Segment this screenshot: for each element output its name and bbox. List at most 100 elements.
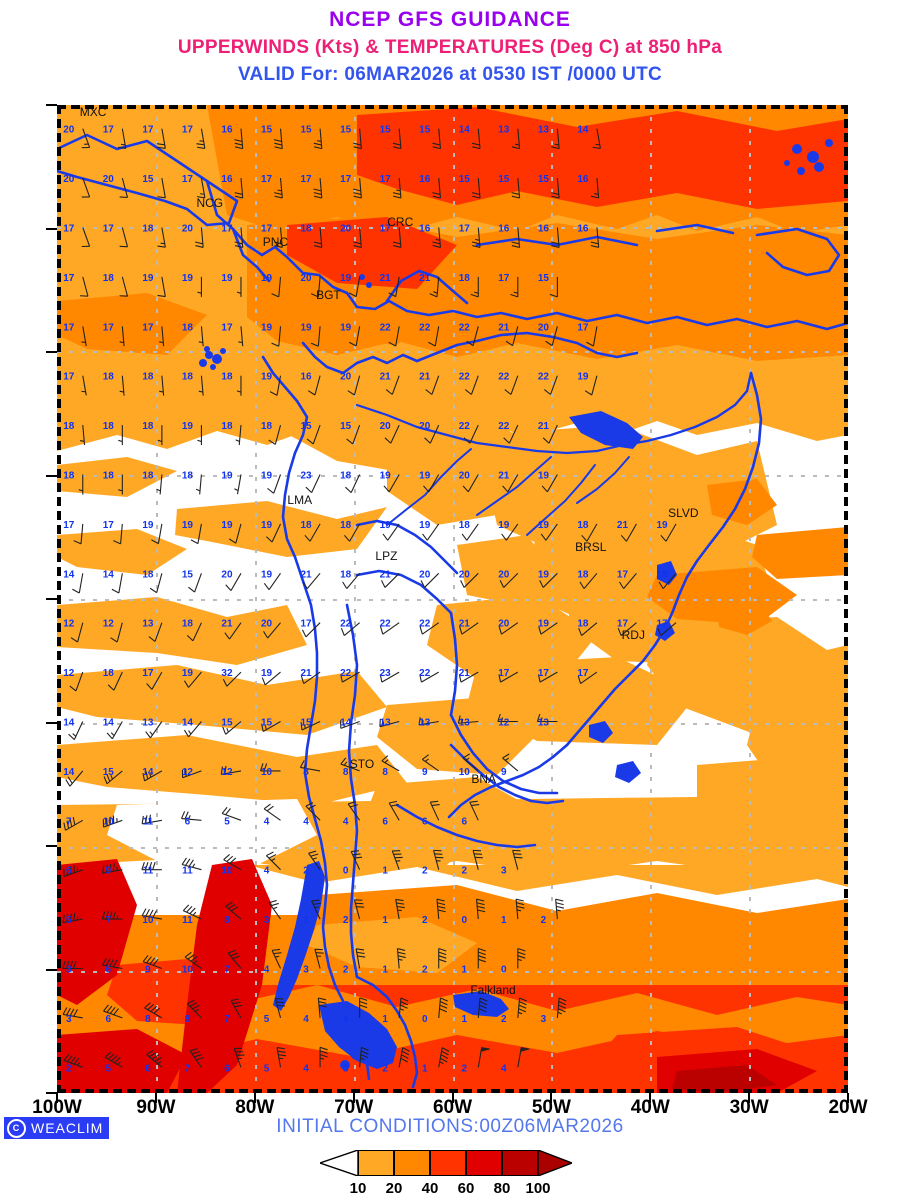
wind-barb xyxy=(190,523,202,545)
wind-barb xyxy=(271,276,282,298)
wind-barb xyxy=(182,904,202,920)
x-axis-tick xyxy=(154,1093,157,1103)
wind-barb xyxy=(432,227,442,248)
wind-barb xyxy=(477,1047,490,1068)
wind-barb xyxy=(119,375,125,396)
weather-map[interactable]: 20 17 17 17 16 15 15 15 15 15 14 13 13 14 20 20 15 17 16 17… xyxy=(57,105,848,1093)
wind-barb xyxy=(198,326,204,347)
colorbar: 10 20 40 60 80 100 xyxy=(317,1148,595,1197)
wind-barb xyxy=(419,622,440,635)
map-border-bottom xyxy=(57,1089,848,1093)
x-axis-tick xyxy=(451,1093,454,1103)
wind-barb xyxy=(539,572,558,588)
weaclim-logo[interactable]: C WEACLIM xyxy=(4,1117,110,1139)
wind-barb xyxy=(117,128,127,149)
wind-barb xyxy=(544,375,558,395)
wind-barb xyxy=(382,523,400,541)
temperature-value: 19 xyxy=(419,520,431,531)
wind-barb xyxy=(537,671,558,683)
wind-barb xyxy=(313,178,323,199)
temperature-value: 11 xyxy=(182,866,193,877)
temperature-value: 22 xyxy=(498,421,510,432)
colorbar-tick-label: 40 xyxy=(421,1180,439,1197)
wind-barb xyxy=(197,276,202,297)
wind-barb xyxy=(234,474,242,495)
temperature-value: 2 xyxy=(422,915,428,926)
wind-barb xyxy=(157,276,166,298)
city-label: NCG xyxy=(196,195,224,210)
x-axis-label: 40W xyxy=(630,1097,670,1118)
temperature-value: 21 xyxy=(380,569,392,580)
wind-barb xyxy=(110,622,123,643)
colorbar-low-arrow-outline xyxy=(317,1149,359,1177)
wind-barb xyxy=(497,713,518,723)
temperature-value: 19 xyxy=(221,273,233,284)
temperature-value: 21 xyxy=(419,273,431,284)
wind-barb xyxy=(223,854,242,871)
y-axis-tick xyxy=(46,845,57,847)
temperature-value: 10 xyxy=(103,816,115,827)
temperature-value: 18 xyxy=(301,224,313,235)
temperature-value: 21 xyxy=(380,372,392,383)
wind-barb xyxy=(545,326,558,347)
temperature-value: 15 xyxy=(340,421,352,432)
wind-barb xyxy=(104,1051,123,1068)
wind-barb xyxy=(425,375,440,395)
temperature-value: 17 xyxy=(656,619,668,630)
temperature-value: 18 xyxy=(182,471,194,482)
wind-barb xyxy=(302,572,321,589)
wind-barb xyxy=(383,474,400,493)
temperature-value: 4 xyxy=(264,816,270,827)
wind-barb xyxy=(340,757,360,772)
x-axis-label: 60W xyxy=(432,1097,473,1118)
map-border-right xyxy=(844,105,848,1093)
temperature-value: 17 xyxy=(301,619,313,630)
temperature-value: 9 xyxy=(422,767,428,778)
temperature-value: 17 xyxy=(103,125,115,136)
temperature-value: 18 xyxy=(340,471,352,482)
title-block: NCEP GFS GUIDANCE UPPERWINDS (Kts) & TEM… xyxy=(0,0,900,86)
temperature-value: 17 xyxy=(577,668,589,679)
temperature-value: 22 xyxy=(419,668,431,679)
temperature-value: 15 xyxy=(538,174,550,185)
temperature-value: 5 xyxy=(224,816,230,827)
temperature-value: 19 xyxy=(261,322,273,333)
wind-barb xyxy=(391,850,403,870)
temperature-value: 10 xyxy=(182,965,194,976)
wind-barb xyxy=(119,177,129,198)
wind-barb xyxy=(317,997,327,1018)
wind-barb xyxy=(68,721,84,741)
wind-barb xyxy=(498,671,519,683)
temperature-value: 4 xyxy=(343,816,349,827)
initial-conditions-label: INITIAL CONDITIONS:00Z06MAR2026 xyxy=(276,1116,624,1137)
wind-barb xyxy=(300,721,321,731)
temperature-value: 7 xyxy=(106,915,112,926)
temperature-value: 13 xyxy=(498,125,510,136)
wind-barb xyxy=(268,424,282,445)
wind-barb xyxy=(472,849,483,870)
wind-barb xyxy=(432,128,442,150)
temperature-value: 18 xyxy=(301,520,313,531)
colorbar-segment xyxy=(466,1150,502,1176)
wind-barb xyxy=(463,424,479,444)
temperature-value: 19 xyxy=(498,520,510,531)
wind-barb xyxy=(517,1047,530,1068)
temperature-value: 12 xyxy=(63,619,75,630)
wind-barb xyxy=(511,178,521,199)
temperature-value: 17 xyxy=(63,273,75,284)
wind-barb xyxy=(69,671,84,692)
temperature-value: 17 xyxy=(63,224,75,235)
temperature-value: 17 xyxy=(182,174,194,185)
city-label: STO xyxy=(349,757,375,772)
wind-barb xyxy=(438,947,447,969)
wind-barb xyxy=(181,857,202,871)
temperature-value: 14 xyxy=(63,718,75,729)
temperature-value: 6 xyxy=(224,1063,230,1074)
wind-barb xyxy=(418,717,439,726)
y-axis-tick xyxy=(46,721,57,724)
temperature-value: 4 xyxy=(303,816,309,827)
wind-barb xyxy=(348,276,361,298)
colorbar-tick-label: 60 xyxy=(457,1180,475,1197)
wind-barb xyxy=(510,276,519,298)
